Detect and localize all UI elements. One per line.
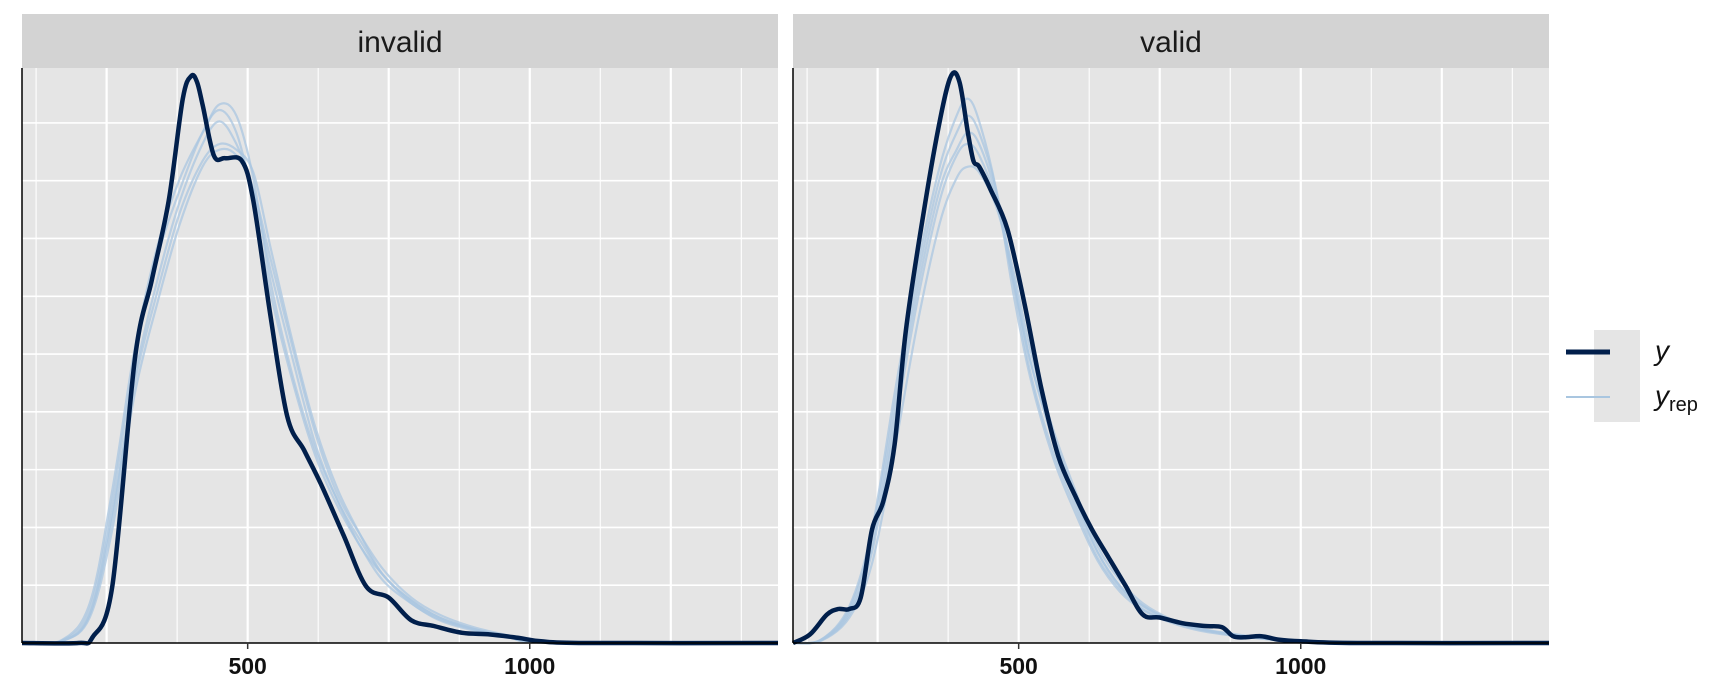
x-tick-label-valid: 1000 [1275,653,1326,679]
legend-label-yrep-main: y [1653,380,1671,411]
panel-background-valid [793,68,1549,643]
grid-invalid [22,68,778,643]
panel-background-invalid [22,68,778,643]
legend-key-yrep-bg [1594,390,1640,422]
density-line-yrep-5-valid [792,131,1550,645]
x-tick-label-valid: 500 [999,653,1037,679]
panel-valid: valid 500 1000 [791,14,1550,679]
strip-label-valid: valid [1140,26,1202,59]
strip-label-invalid: invalid [357,26,442,59]
x-ticks-valid: 500 1000 [999,643,1326,679]
legend-label-yrep: yrep [1653,380,1698,416]
density-line-yrep-4-valid [792,97,1550,645]
density-lines-invalid [21,72,779,646]
strip-background-invalid [22,14,778,68]
density-line-y-valid [791,70,1550,646]
legend-key-y-bg [1594,330,1640,390]
legend: y yrep [1566,330,1698,422]
density-line-y-invalid [21,72,779,646]
density-lines-valid [791,70,1550,646]
x-tick-label-invalid: 1000 [504,653,555,679]
legend-label-y: y [1653,335,1671,366]
panel-invalid: invalid 500 1000 [21,14,779,679]
strip-background-valid [793,14,1549,68]
legend-label-yrep-sub: rep [1669,394,1698,416]
grid-valid [793,68,1549,643]
x-ticks-invalid: 500 1000 [228,643,555,679]
density-line-yrep-2-invalid [21,108,779,645]
x-tick-label-invalid: 500 [228,653,266,679]
